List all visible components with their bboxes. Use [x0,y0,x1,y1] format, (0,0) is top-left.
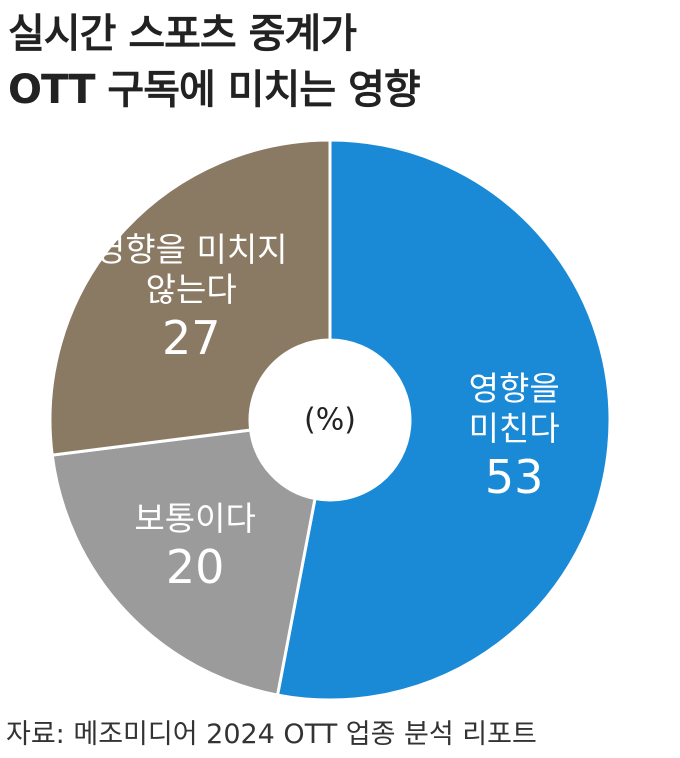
category-label: 영향을 미치지 않는다 [94,229,288,309]
segment-label: 영향을 미친다 53 [469,369,560,505]
segment-label: 보통이다 20 [134,499,255,595]
category-label: 보통이다 [134,498,256,538]
center-label: (%) [304,402,356,438]
value-label: 53 [484,450,544,505]
source: 자료: 메조미디어 2024 OTT 업종 분석 리포트 [6,719,537,750]
value-label: 27 [161,310,221,365]
segment-label: 영향을 미치지 않는다 27 [95,230,288,366]
donut-segment [50,428,317,697]
donut-segment [48,138,332,457]
value-label: 20 [165,539,225,594]
chart-title: 실시간 스포츠 중계가 OTT 구독에 미치는 영향 [8,11,421,113]
donut-segment [275,138,612,702]
category-label: 영향을 미친다 [468,369,560,449]
